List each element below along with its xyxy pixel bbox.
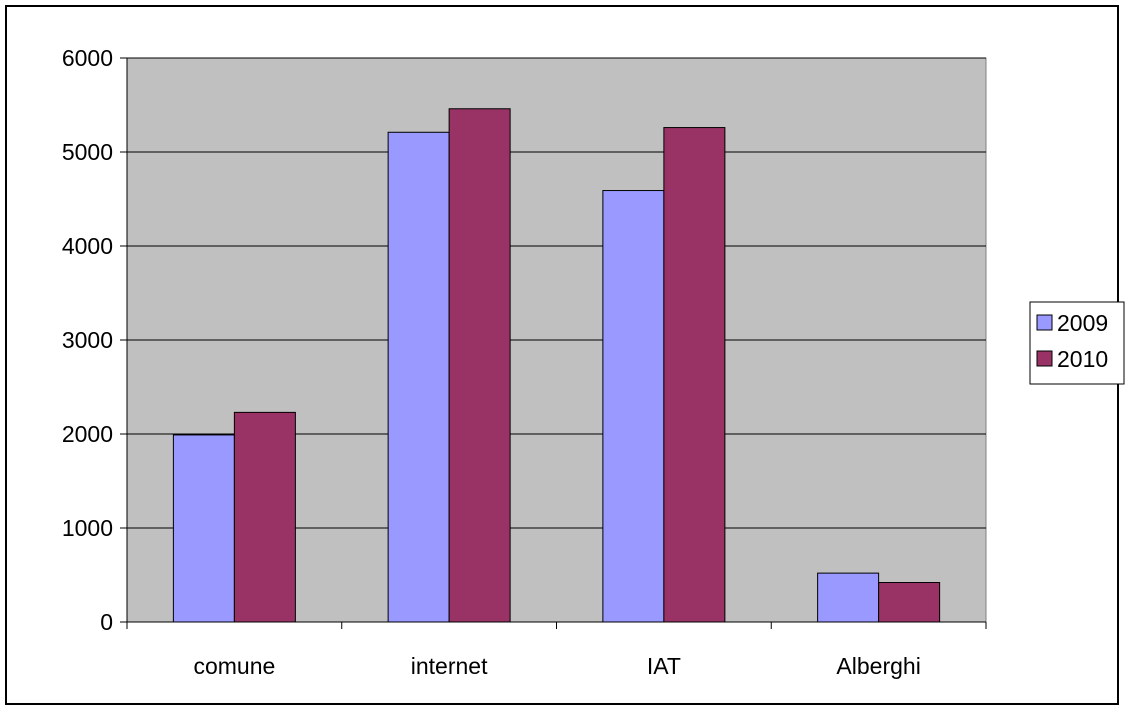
bar-2009-Alberghi: [817, 572, 880, 623]
legend-swatch-2009: [1036, 314, 1053, 331]
y-tick-label: 5000: [62, 139, 113, 165]
x-category-label: internet: [411, 653, 488, 679]
legend-label: 2009: [1057, 310, 1108, 336]
bars: [172, 108, 941, 623]
y-tick-label: 1000: [62, 515, 113, 541]
legend: 2009 2010: [1029, 301, 1125, 385]
axes: [126, 58, 987, 629]
bar-2010-comune: [233, 411, 296, 623]
x-category-label: IAT: [647, 653, 681, 679]
bar-2010-IAT: [663, 127, 726, 623]
bar-2009-internet: [387, 131, 450, 623]
bar-2010-internet: [448, 108, 511, 623]
y-tick-label: 3000: [62, 327, 113, 353]
x-category-label: comune: [193, 653, 275, 679]
bar-2009-comune: [172, 434, 235, 623]
y-tick-label: 2000: [62, 421, 113, 447]
legend-label: 2010: [1057, 346, 1108, 372]
y-tick-labels: 0 1000 2000 3000 4000 5000 6000: [62, 45, 113, 635]
bar-2010-Alberghi: [878, 582, 941, 623]
x-category-labels: comune internet IAT Alberghi: [193, 653, 920, 679]
bar-2009-IAT: [602, 190, 665, 623]
legend-swatch-2010: [1036, 350, 1053, 367]
y-tick-label: 6000: [62, 45, 113, 71]
y-tick-label: 0: [100, 609, 113, 635]
y-tick-label: 4000: [62, 233, 113, 259]
x-category-label: Alberghi: [836, 653, 920, 679]
